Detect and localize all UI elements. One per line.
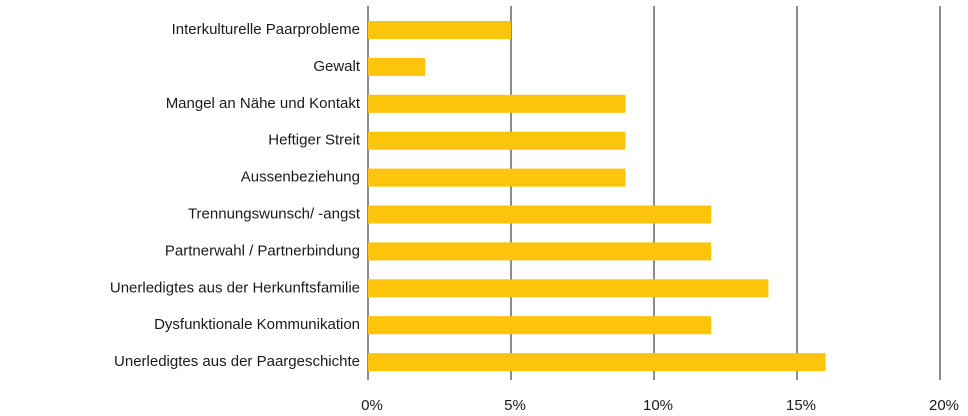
y-tick-label: Dysfunktionale Kommunikation xyxy=(154,316,360,333)
x-tick-label: 5% xyxy=(504,397,526,414)
bar xyxy=(368,242,712,261)
x-tick-label: 0% xyxy=(361,397,383,414)
bar xyxy=(368,353,826,372)
x-tick-label: 15% xyxy=(786,397,816,414)
bar xyxy=(368,205,712,224)
bar xyxy=(368,21,511,39)
bar xyxy=(368,131,626,150)
y-tick-label: Gewalt xyxy=(313,58,361,75)
y-tick-label: Unerledigtes aus der Paargeschichte xyxy=(114,353,360,370)
y-tick-label: Unerledigtes aus der Herkunftsfamilie xyxy=(110,279,360,296)
y-tick-label: Heftiger Streit xyxy=(268,132,361,149)
x-tick-label: 10% xyxy=(643,397,673,414)
y-tick-label: Mangel an Nähe und Kontakt xyxy=(166,95,361,112)
bar xyxy=(368,94,626,113)
bar xyxy=(368,168,626,187)
x-tick-label: 20% xyxy=(929,397,959,414)
y-tick-label: Interkulturelle Paarprobleme xyxy=(172,21,360,38)
y-tick-label: Aussenbeziehung xyxy=(241,169,360,186)
bar xyxy=(368,57,426,76)
y-tick-label: Trennungswunsch/ -angst xyxy=(188,205,361,222)
y-tick-label: Partnerwahl / Partnerbindung xyxy=(165,242,360,259)
bar xyxy=(368,279,769,298)
bar xyxy=(368,316,712,335)
